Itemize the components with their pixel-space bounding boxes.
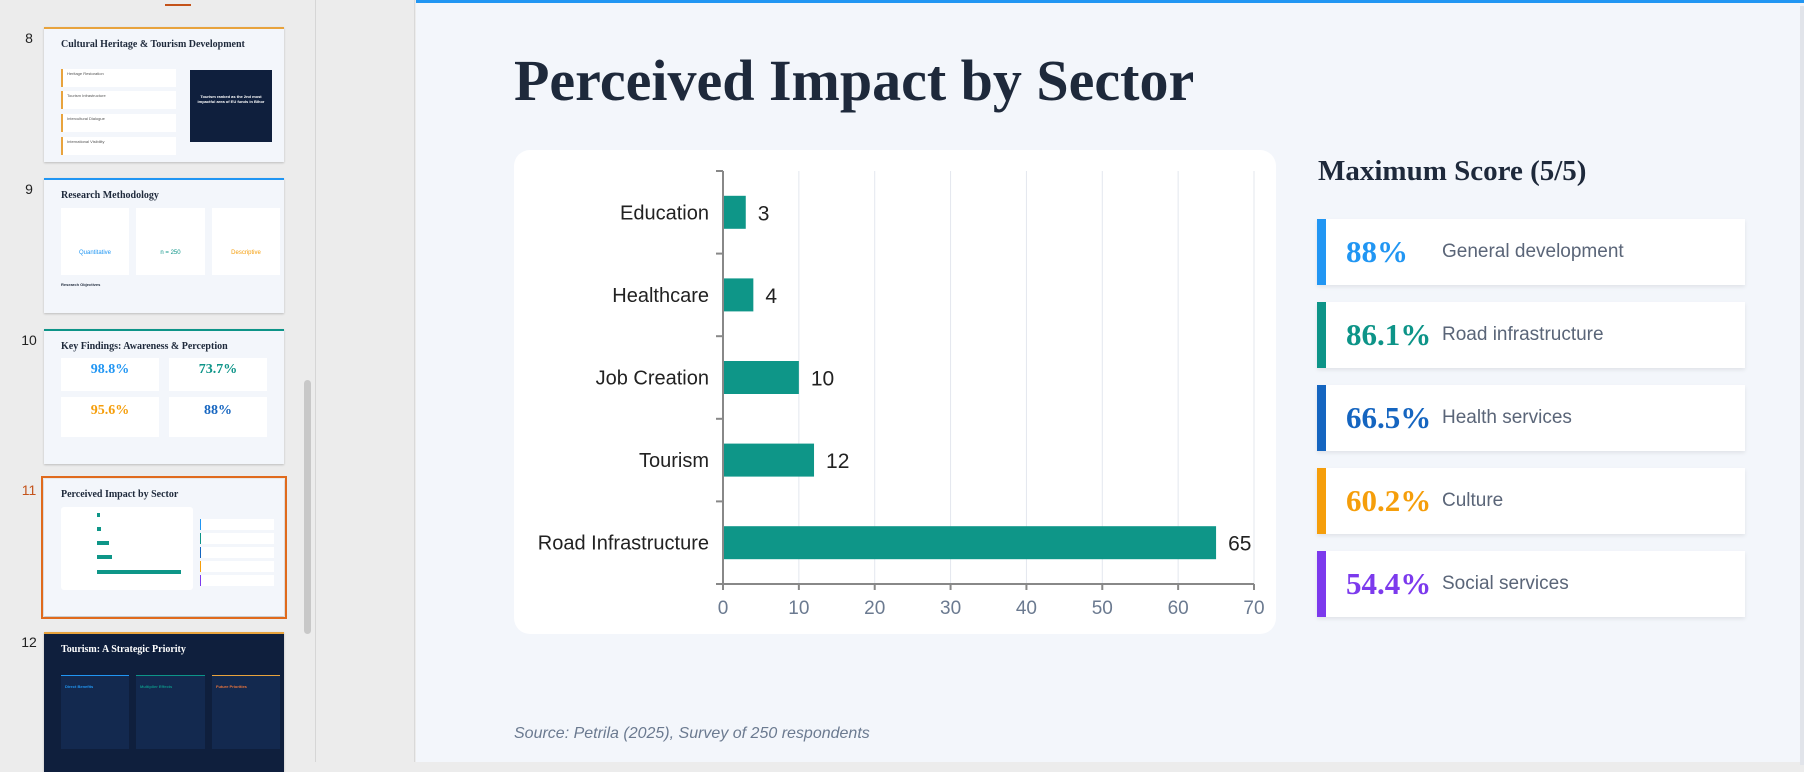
bar <box>723 361 799 394</box>
bar-chart: 0 10 20 30 40 50 60 70 Education 3 Healthcare 4 Job … <box>538 170 1265 619</box>
slide-number: 8 <box>25 30 33 46</box>
score-label: General development <box>1442 241 1624 262</box>
slide-thumbnail-10[interactable]: Key Findings: Awareness & Perception 98.… <box>44 329 284 464</box>
score-label: Road infrastructure <box>1442 324 1604 345</box>
category-label: Tourism <box>639 450 709 472</box>
x-tick-label: 0 <box>718 598 729 619</box>
slide-title: Perceived Impact by Sector <box>514 48 1195 113</box>
score-value: 88% <box>1346 234 1408 269</box>
x-tick-label: 30 <box>940 598 961 619</box>
canvas-scrollbar[interactable] <box>1800 6 1804 765</box>
score-card: 60.2% Culture <box>1317 468 1745 534</box>
value-label: 3 <box>758 202 770 225</box>
score-value: 86.1% <box>1346 317 1432 352</box>
thumb-callout: Tourism ranked as the 2nd most impactful… <box>190 70 272 142</box>
x-tick-label: 10 <box>788 598 809 619</box>
score-card: 66.5% Health services <box>1317 385 1745 451</box>
slide-number: 10 <box>21 332 37 348</box>
thumb-title: Key Findings: Awareness & Perception <box>61 341 228 352</box>
bar <box>723 278 754 312</box>
x-tick-label: 40 <box>1016 598 1037 619</box>
category-label: Healthcare <box>612 285 709 307</box>
thumb-item: Intercultural Dialogue <box>61 114 176 132</box>
score-label: Health services <box>1442 407 1572 428</box>
slide-number: 12 <box>21 634 37 650</box>
thumb-item: Descriptive <box>212 208 280 275</box>
slide-number: 11 <box>21 482 37 498</box>
thumb-item: 95.6% <box>61 397 159 437</box>
x-tick-label: 60 <box>1168 598 1189 619</box>
thumb-item: Heritage Restoration <box>61 69 176 87</box>
category-label: Job Creation <box>596 368 709 390</box>
score-card: 88% General development <box>1317 219 1745 285</box>
score-card: 86.1% Road infrastructure <box>1317 302 1745 368</box>
slide-thumbnail-11[interactable]: Perceived Impact by Sector <box>41 476 287 619</box>
score-value: 66.5% <box>1346 400 1432 435</box>
value-label: 4 <box>765 285 777 308</box>
score-label: Social services <box>1442 573 1569 594</box>
x-tick-label: 50 <box>1092 598 1113 619</box>
thumb-item: Quantitative <box>61 208 129 275</box>
sidebar-scrollbar[interactable] <box>304 380 311 634</box>
thumb-item: Tourism Infrastructure <box>61 91 176 109</box>
score-card: 54.4% Social services <box>1317 551 1745 617</box>
thumb-item: Direct Benefits <box>61 675 129 749</box>
thumb-item: International Visibility <box>61 137 176 155</box>
thumb-chart <box>61 507 193 590</box>
value-label: 10 <box>811 368 834 391</box>
thumb-title: Cultural Heritage & Tourism Development <box>61 39 245 50</box>
slide-thumbnail-12[interactable]: Tourism: A Strategic Priority Direct Ben… <box>44 632 284 772</box>
thumb-title: Perceived Impact by Sector <box>61 489 179 500</box>
thumb-item: 98.8% <box>61 358 159 391</box>
thumb-item: Multiplier Effects <box>136 675 205 749</box>
thumb-item: Future Priorities <box>212 675 280 749</box>
slide-thumbnail-panel: 8 Cultural Heritage & Tourism Developmen… <box>0 0 316 772</box>
panel-divider <box>317 0 415 762</box>
chart-card: 0 10 20 30 40 50 60 70 Education 3 Healthcare 4 Job … <box>514 150 1276 634</box>
thumb-title: Tourism: A Strategic Priority <box>61 644 186 655</box>
value-label: 65 <box>1228 533 1251 556</box>
x-tick-label: 20 <box>864 598 885 619</box>
score-value: 54.4% <box>1346 566 1432 601</box>
bar <box>723 195 746 229</box>
scroll-indicator <box>165 4 191 6</box>
score-label: Culture <box>1442 490 1504 511</box>
x-tick-label: 70 <box>1243 598 1264 619</box>
category-label: Road Infrastructure <box>538 533 709 555</box>
slide-thumbnail-9[interactable]: Research Methodology Quantitative n = 25… <box>44 178 284 313</box>
thumb-item: 73.7% <box>169 358 267 391</box>
thumb-item: n = 250 <box>136 208 205 275</box>
panel-title: Maximum Score (5/5) <box>1318 155 1587 187</box>
category-label: Education <box>620 202 709 224</box>
score-value: 60.2% <box>1346 483 1432 518</box>
thumb-footer: Research Objectives <box>61 282 101 287</box>
bar <box>723 443 815 477</box>
slide-number: 9 <box>25 181 33 197</box>
slide-thumbnail-8[interactable]: Cultural Heritage & Tourism Development … <box>44 27 284 162</box>
thumb-title: Research Methodology <box>61 190 159 201</box>
source-note: Source: Petrila (2025), Survey of 250 re… <box>514 725 870 742</box>
slide-canvas: Perceived Impact by Sector 0 10 20 30 40 50 60… <box>416 0 1804 765</box>
bar <box>723 526 1217 560</box>
thumb-item: 88% <box>169 397 267 437</box>
value-label: 12 <box>826 450 849 473</box>
